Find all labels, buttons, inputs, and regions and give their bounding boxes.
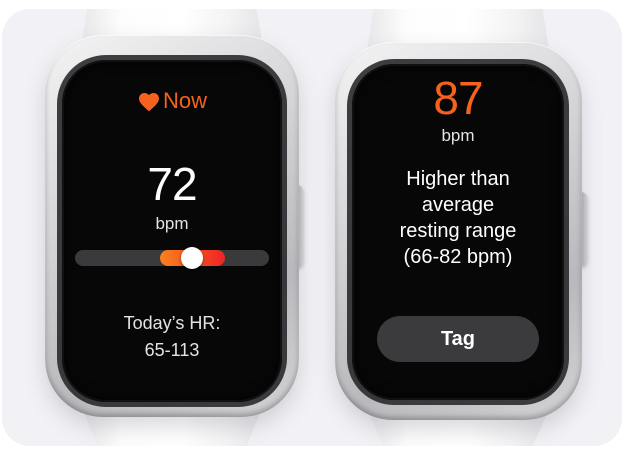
watch-case: 87 bpm Higher than average resting range… [335,42,582,420]
hr-now-label: Now [162,88,207,113]
heart-rate-measure-screen: Now 72 bpm Today’s HR: 65-113 [62,60,282,402]
hr-unit-label: bpm [155,214,189,233]
hr-range-slider[interactable] [75,247,269,269]
watch-case: Now 72 bpm Today’s HR: 65-113 [45,35,299,417]
tag-button[interactable]: Tag [377,316,539,362]
background-card: Now 72 bpm Today’s HR: 65-113 87 [2,9,622,446]
hr-slider-knob[interactable] [181,247,204,269]
message-line: Higher than [406,168,510,190]
watch-right: 87 bpm Higher than average resting range… [335,9,587,446]
todays-hr-range: 65-113 [144,340,200,360]
message-line: resting range [399,220,517,242]
heart-rate-result-screen: 87 bpm Higher than average resting range… [352,64,564,400]
watch-left: Now 72 bpm Today’s HR: 65-113 [45,9,303,446]
message-line: average [421,194,495,216]
hr-result-message: Higher than average resting range (66-82… [352,166,564,270]
heart-icon [138,93,159,112]
message-line: (66-82 bpm) [403,246,513,268]
hr-current-value: 72 [147,158,197,210]
hr-result-value: 87 [433,72,483,124]
hr-unit-label: bpm [441,126,475,145]
todays-hr-summary: Today’s HR: 65-113 [62,310,282,364]
todays-hr-label: Today’s HR: [123,313,221,333]
hr-now-header: Now [62,88,282,114]
